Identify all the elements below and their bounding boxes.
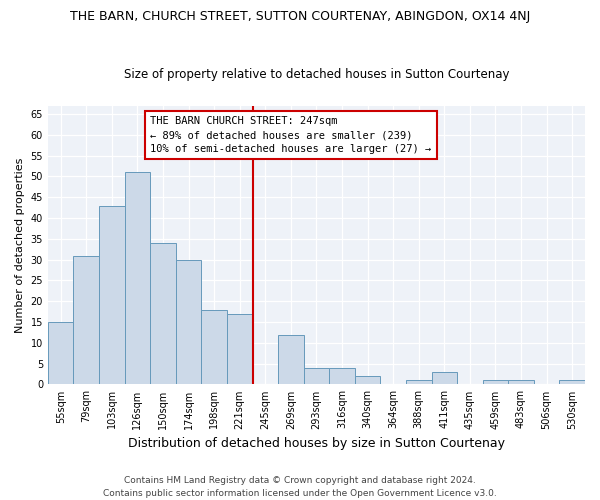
Bar	[99, 206, 125, 384]
Bar	[73, 256, 99, 384]
Bar	[482, 380, 508, 384]
Bar	[150, 243, 176, 384]
Text: THE BARN CHURCH STREET: 247sqm
← 89% of detached houses are smaller (239)
10% of: THE BARN CHURCH STREET: 247sqm ← 89% of …	[150, 116, 431, 154]
Bar	[202, 310, 227, 384]
Bar	[355, 376, 380, 384]
Text: Contains HM Land Registry data © Crown copyright and database right 2024.
Contai: Contains HM Land Registry data © Crown c…	[103, 476, 497, 498]
Title: Size of property relative to detached houses in Sutton Courtenay: Size of property relative to detached ho…	[124, 68, 509, 81]
X-axis label: Distribution of detached houses by size in Sutton Courtenay: Distribution of detached houses by size …	[128, 437, 505, 450]
Bar	[125, 172, 150, 384]
Text: THE BARN, CHURCH STREET, SUTTON COURTENAY, ABINGDON, OX14 4NJ: THE BARN, CHURCH STREET, SUTTON COURTENA…	[70, 10, 530, 23]
Bar	[406, 380, 431, 384]
Bar	[508, 380, 534, 384]
Bar	[48, 322, 73, 384]
Bar	[431, 372, 457, 384]
Bar	[329, 368, 355, 384]
Y-axis label: Number of detached properties: Number of detached properties	[15, 158, 25, 333]
Bar	[304, 368, 329, 384]
Bar	[559, 380, 585, 384]
Bar	[278, 334, 304, 384]
Bar	[227, 314, 253, 384]
Bar	[176, 260, 202, 384]
